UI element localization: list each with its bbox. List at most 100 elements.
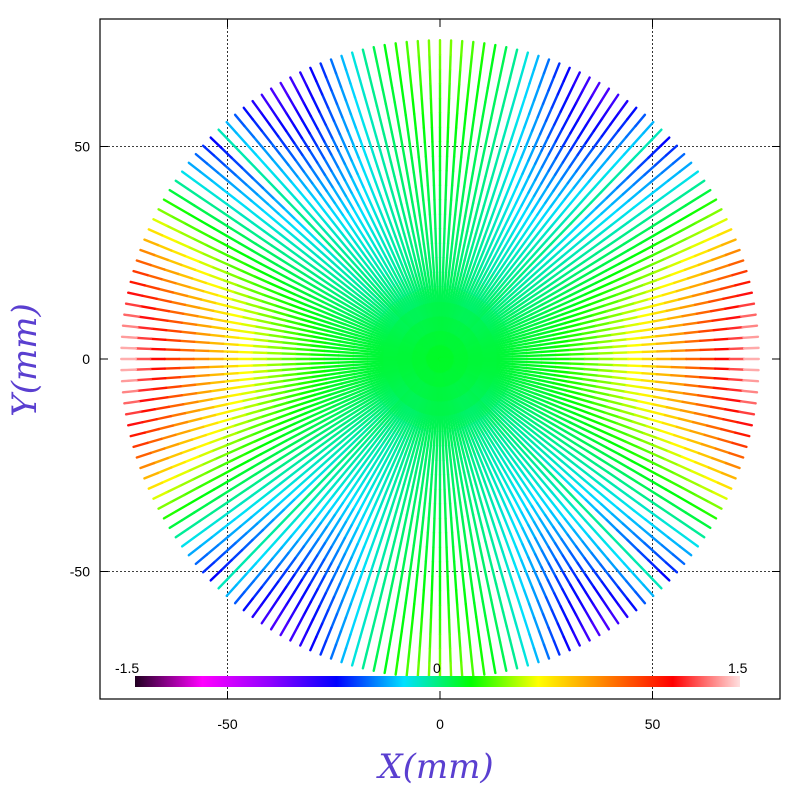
spoke-segment: [649, 301, 667, 308]
spoke-segment: [670, 373, 687, 378]
spoke-segment: [332, 310, 349, 319]
spoke-segment: [490, 408, 504, 421]
spoke-segment: [563, 226, 577, 240]
spoke-segment: [453, 199, 458, 217]
spoke-segment: [243, 262, 259, 272]
spoke-segment: [324, 579, 334, 595]
spoke-segment: [343, 524, 353, 540]
spoke-segment: [324, 341, 341, 347]
spoke: [438, 46, 508, 361]
spoke-segment: [576, 437, 592, 448]
spoke-segment: [569, 566, 580, 582]
spoke-segment: [466, 617, 470, 634]
spoke-segment: [345, 228, 357, 243]
spoke-segment: [501, 314, 517, 324]
spoke-segment: [240, 440, 256, 449]
spoke-segment: [227, 525, 242, 538]
spoke-segment: [554, 361, 572, 365]
spoke-segment: [496, 363, 514, 368]
spoke-segment: [453, 398, 462, 415]
spoke-segment: [309, 588, 319, 604]
spoke-segment: [379, 476, 389, 493]
spoke-segment: [152, 456, 169, 465]
spoke-segment: [322, 361, 340, 365]
spoke-segment: [193, 373, 210, 378]
spoke-segment: [539, 415, 555, 426]
spoke-segment: [349, 477, 361, 493]
spoke-segment: [702, 198, 718, 209]
spoke-segment: [402, 513, 409, 531]
spoke-segment: [165, 484, 181, 494]
spoke-segment: [637, 312, 654, 319]
spoke-segment: [147, 481, 164, 490]
spoke-segment: [568, 549, 579, 565]
spoke-segment: [155, 297, 172, 303]
spoke-segment: [635, 227, 651, 238]
spoke-segment: [208, 333, 226, 338]
spoke-segment: [613, 551, 626, 565]
spoke-segment: [200, 488, 216, 498]
spoke-segment: [304, 303, 321, 312]
spoke-segment: [334, 630, 343, 647]
spoke-segment: [382, 132, 389, 150]
spoke-segment: [583, 346, 601, 351]
spoke-segment: [383, 311, 397, 323]
spoke-segment: [485, 391, 500, 403]
spoke-segment: [673, 472, 689, 481]
spoke-segment: [370, 121, 378, 138]
spoke-segment: [464, 392, 476, 408]
spoke-segment: [285, 112, 296, 127]
spoke-segment: [554, 369, 571, 374]
spoke-segment: [595, 508, 608, 522]
spoke-segment: [423, 414, 430, 432]
spoke-segment: [477, 189, 484, 206]
spoke-segment: [532, 616, 541, 633]
spoke-segment: [455, 516, 460, 534]
spoke-segment: [474, 483, 482, 500]
spoke-segment: [668, 390, 686, 395]
spoke-segment: [626, 538, 640, 552]
spoke: [147, 357, 442, 490]
spoke-segment: [444, 184, 448, 201]
spoke-segment: [523, 619, 531, 636]
spoke-segment: [541, 89, 550, 105]
spoke-segment: [556, 79, 565, 96]
spoke-segment: [489, 323, 506, 333]
spoke-segment: [297, 327, 314, 334]
spoke-segment: [509, 408, 524, 420]
spoke-segment: [534, 149, 543, 165]
spoke-segment: [429, 473, 434, 491]
spoke-segment: [506, 107, 514, 124]
spoke-segment: [460, 290, 469, 307]
spoke-segment: [558, 268, 574, 280]
spoke-segment: [493, 612, 499, 630]
spoke-segment: [598, 482, 613, 494]
spoke-segment: [418, 214, 424, 232]
spoke-segment: [225, 234, 241, 245]
spoke-segment: [558, 438, 574, 450]
spoke-segment: [514, 545, 523, 562]
spoke-segment: [550, 609, 560, 625]
spoke-segment: [625, 384, 643, 389]
spoke-segment: [506, 382, 523, 390]
spoke-segment: [669, 332, 687, 336]
spoke-segment: [475, 282, 485, 298]
spoke-segment: [465, 156, 470, 174]
spoke-segment: [505, 624, 512, 642]
spoke-segment: [524, 435, 539, 448]
spoke-segment: [671, 553, 686, 566]
spoke-segment: [708, 415, 725, 421]
spoke-segment: [390, 417, 401, 433]
spoke-segment: [474, 557, 479, 575]
spoke-segment: [286, 94, 297, 110]
spoke-segment: [298, 425, 314, 436]
spoke-segment: [511, 483, 521, 499]
spoke-segment: [697, 451, 714, 460]
spoke-segment: [357, 237, 369, 253]
spoke-segment: [684, 366, 702, 370]
spoke-segment: [719, 427, 737, 434]
spoke-segment: [479, 372, 496, 381]
spoke-segment: [426, 400, 433, 417]
spoke-segment: [428, 400, 434, 418]
